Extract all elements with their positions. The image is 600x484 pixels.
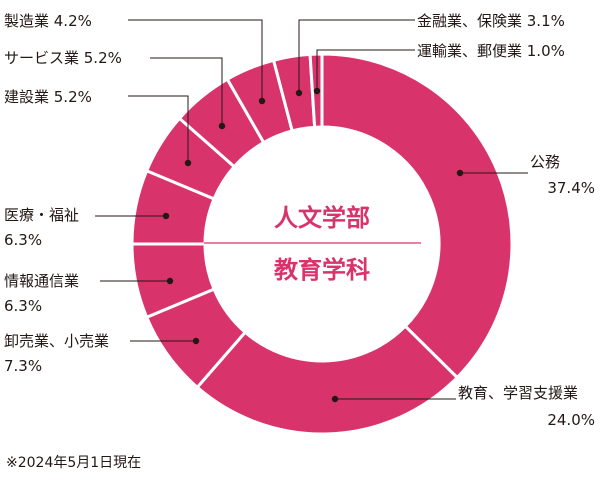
leader-dot-1 bbox=[456, 169, 464, 177]
slice-label-2-line-1: 教育、学習支援業 bbox=[458, 384, 578, 402]
leader-line-7 bbox=[150, 57, 223, 126]
slice-label-1-line-1: 公務 bbox=[530, 153, 560, 171]
leader-dot-10 bbox=[313, 87, 321, 95]
leader-dot-3 bbox=[192, 337, 200, 345]
slice-label-3-line-2: 7.3% bbox=[4, 357, 42, 375]
slice-label-7-line-1: サービス業 5.2% bbox=[4, 49, 122, 67]
slice-label-8-line-1: 製造業 4.2% bbox=[4, 12, 92, 30]
leader-dot-6 bbox=[184, 159, 192, 167]
slice-label-1-line-2: 37.4% bbox=[547, 179, 595, 197]
slice-label-10-line-1: 運輸業、郵便業 1.0% bbox=[417, 42, 565, 60]
center-label-bottom: 教育学科 bbox=[274, 256, 370, 284]
slice-label-4-line-1: 情報通信業 bbox=[4, 272, 79, 290]
leader-dot-5 bbox=[162, 212, 170, 220]
slice-label-2-line-2: 24.0% bbox=[547, 411, 595, 429]
leader-dot-8 bbox=[258, 97, 266, 105]
donut-slices bbox=[130, 52, 514, 436]
slice-label-3-line-1: 卸売業、小売業 bbox=[4, 332, 109, 350]
leader-lines bbox=[95, 19, 528, 403]
leader-dot-2 bbox=[331, 395, 339, 403]
slice-label-5-line-2: 6.3% bbox=[4, 231, 42, 249]
center-label-top: 人文学部 bbox=[274, 204, 370, 232]
slice-labels: 公務 37.4% 教育、学習支援業 24.0% 卸売業、小売業 7.3% 情報通信業 6.3%… bbox=[4, 12, 595, 429]
leader-dot-4 bbox=[166, 277, 174, 285]
footnote: ※2024年5月1日現在 bbox=[6, 455, 142, 471]
slice-label-5-line-1: 医療・福祉 bbox=[4, 206, 79, 224]
slice-2 bbox=[195, 324, 460, 436]
slice-label-6-line-1: 建設業 5.2% bbox=[4, 88, 92, 106]
leader-dot-9 bbox=[295, 89, 303, 97]
leader-line-10 bbox=[316, 49, 415, 91]
leader-line-6 bbox=[128, 95, 189, 163]
slice-label-9-line-1: 金融業、保険業 3.1% bbox=[417, 12, 565, 30]
leader-line-8 bbox=[128, 19, 263, 101]
leader-dot-7 bbox=[218, 122, 226, 130]
slice-1 bbox=[320, 52, 514, 380]
slice-label-4-line-2: 6.3% bbox=[4, 297, 42, 315]
leader-line-9 bbox=[298, 19, 415, 93]
